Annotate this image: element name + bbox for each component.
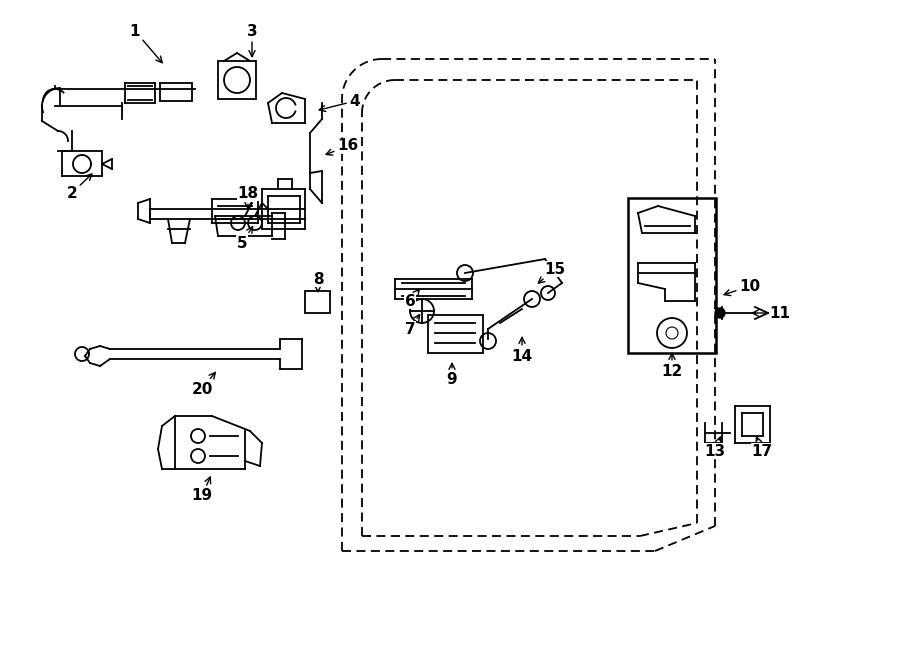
Text: 20: 20 — [192, 372, 215, 397]
Text: 6: 6 — [405, 290, 419, 309]
Text: 9: 9 — [446, 364, 457, 387]
Circle shape — [715, 308, 725, 318]
Bar — [428, 315, 483, 353]
Text: 3: 3 — [247, 24, 257, 57]
Text: 11: 11 — [752, 305, 790, 321]
Text: 7: 7 — [405, 315, 419, 336]
Bar — [218, 61, 256, 99]
Text: 18: 18 — [238, 186, 258, 209]
Text: 4: 4 — [320, 93, 360, 112]
Text: 10: 10 — [724, 278, 760, 295]
Text: 12: 12 — [662, 354, 682, 379]
Text: 17: 17 — [752, 437, 772, 459]
Text: 16: 16 — [326, 139, 358, 155]
Text: 14: 14 — [511, 337, 533, 364]
Text: 15: 15 — [538, 262, 565, 283]
Text: 2: 2 — [67, 174, 92, 200]
Bar — [628, 198, 716, 353]
Text: 8: 8 — [312, 272, 323, 292]
Text: 5: 5 — [237, 227, 253, 251]
Text: 1: 1 — [130, 24, 162, 63]
Bar — [305, 291, 330, 313]
Text: 13: 13 — [705, 437, 725, 459]
Text: 19: 19 — [192, 477, 212, 504]
